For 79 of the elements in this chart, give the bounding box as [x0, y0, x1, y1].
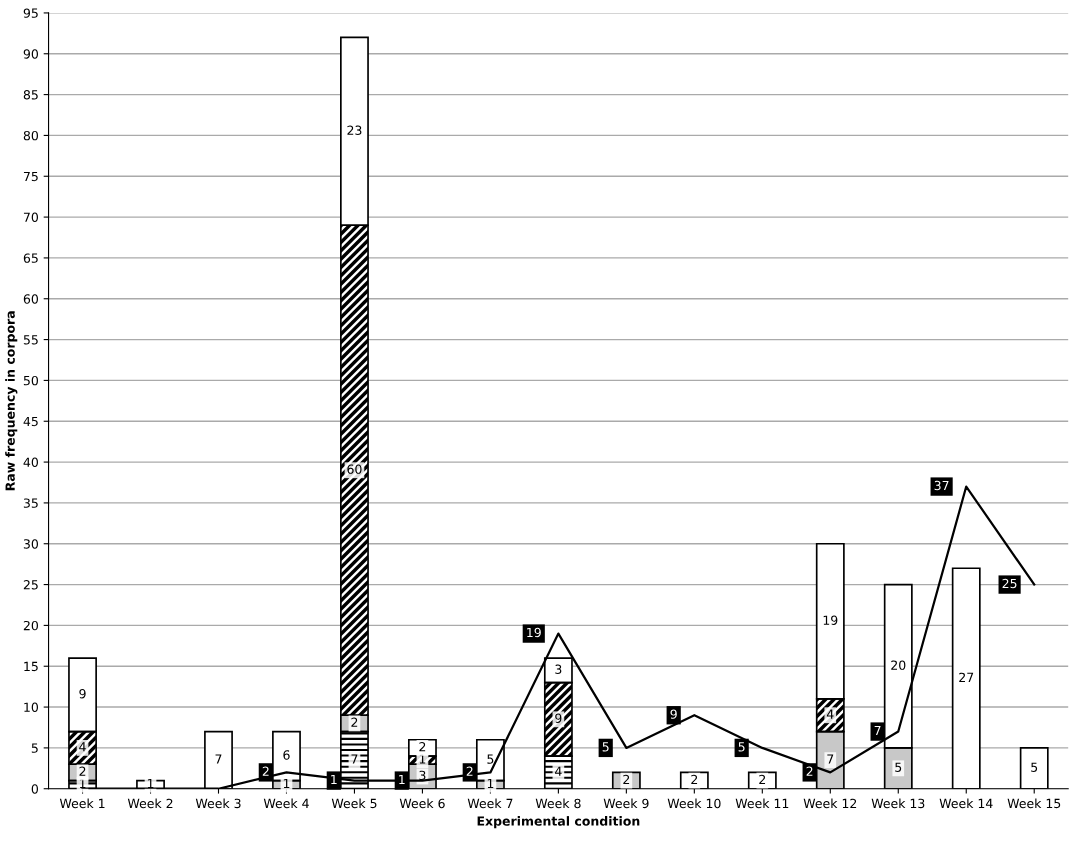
x-tick-label: Week 11	[735, 798, 789, 809]
data-label: 2	[351, 717, 358, 727]
y-axis-title: Raw frequency in corpora	[5, 311, 18, 491]
data-label: 9	[670, 709, 677, 719]
data-label: 25	[1002, 578, 1017, 589]
data-label: 9	[555, 713, 562, 723]
x-tick-label: Week 10	[667, 798, 721, 809]
y-tick-label: 30	[23, 539, 38, 549]
x-tick-label: Week 3	[195, 798, 241, 809]
x-tick-label: Week 7	[467, 798, 513, 809]
x-tick-label: Week 8	[535, 798, 581, 809]
data-label: 2	[759, 774, 766, 785]
y-tick-label: 50	[23, 375, 38, 386]
y-tick-label: 65	[23, 253, 38, 263]
data-label: 7	[351, 754, 358, 764]
data-label: 3	[555, 664, 562, 674]
x-tick-label: Week 14	[939, 798, 993, 809]
data-label: 20	[891, 660, 906, 670]
data-label: 23	[347, 125, 362, 135]
y-tick-label: 45	[23, 416, 38, 427]
x-tick-label: Week 15	[1007, 798, 1061, 809]
data-label: 2	[806, 766, 813, 776]
data-label: 2	[623, 774, 630, 785]
data-label: 19	[823, 615, 838, 625]
data-label: 27	[959, 672, 974, 682]
data-label: 2	[79, 766, 86, 776]
data-label: 1	[331, 774, 337, 785]
y-tick-label: 85	[23, 90, 38, 100]
y-tick-label: 95	[23, 8, 38, 18]
x-tick-label: Week 2	[127, 798, 173, 809]
x-tick-label: Week 5	[331, 798, 377, 809]
y-tick-label: 15	[24, 661, 38, 672]
x-tick-label: Week 1	[59, 798, 105, 809]
data-label: 2	[691, 774, 698, 785]
data-label: 1	[487, 778, 494, 789]
data-label: 19	[527, 627, 541, 638]
data-label: 37	[934, 480, 949, 491]
data-label: 2	[262, 766, 269, 776]
x-tick-label: Week 13	[871, 798, 925, 809]
data-label: 1	[399, 774, 405, 785]
data-label: 1	[147, 778, 154, 789]
data-label: 7	[215, 754, 222, 764]
y-tick-label: 90	[23, 49, 38, 59]
y-tick-label: 5	[31, 743, 38, 753]
data-label: 9	[79, 688, 86, 699]
x-tick-label: Week 12	[803, 798, 857, 809]
y-tick-label: 60	[23, 294, 38, 304]
data-label: 1	[283, 778, 290, 789]
x-tick-label: Week 9	[603, 798, 649, 809]
y-tick-label: 70	[23, 212, 38, 223]
data-label: 5	[738, 742, 745, 752]
data-label: 2	[419, 742, 426, 752]
data-label: 3	[419, 770, 426, 781]
x-tick-label: Week 6	[399, 798, 445, 809]
data-label: 7	[827, 754, 834, 764]
x-axis-title: Experimental condition	[477, 816, 640, 829]
y-tick-label: 0	[31, 784, 38, 794]
y-tick-label: 35	[23, 498, 38, 508]
data-label: 5	[487, 754, 494, 764]
y-tick-label: 75	[23, 171, 38, 182]
y-tick-label: 20	[23, 620, 38, 631]
y-tick-label: 25	[23, 580, 38, 590]
data-label: 1	[79, 778, 86, 789]
data-label: 60	[347, 464, 362, 474]
data-label: 5	[602, 742, 609, 752]
y-tick-label: 55	[23, 335, 38, 345]
data-label: 2	[466, 766, 473, 776]
x-tick-label: Week 4	[263, 798, 309, 809]
data-label: 4	[555, 766, 562, 776]
y-tick-label: 10	[24, 702, 38, 712]
data-label: 5	[895, 762, 902, 772]
y-tick-label: 40	[23, 457, 38, 467]
data-label: 4	[826, 709, 834, 719]
data-label: 6	[283, 750, 290, 760]
data-label: 5	[1031, 762, 1038, 772]
y-tick-label: 80	[23, 130, 38, 141]
data-label: 1	[419, 754, 426, 764]
data-label: 4	[79, 742, 86, 752]
data-label: 7	[874, 725, 881, 736]
